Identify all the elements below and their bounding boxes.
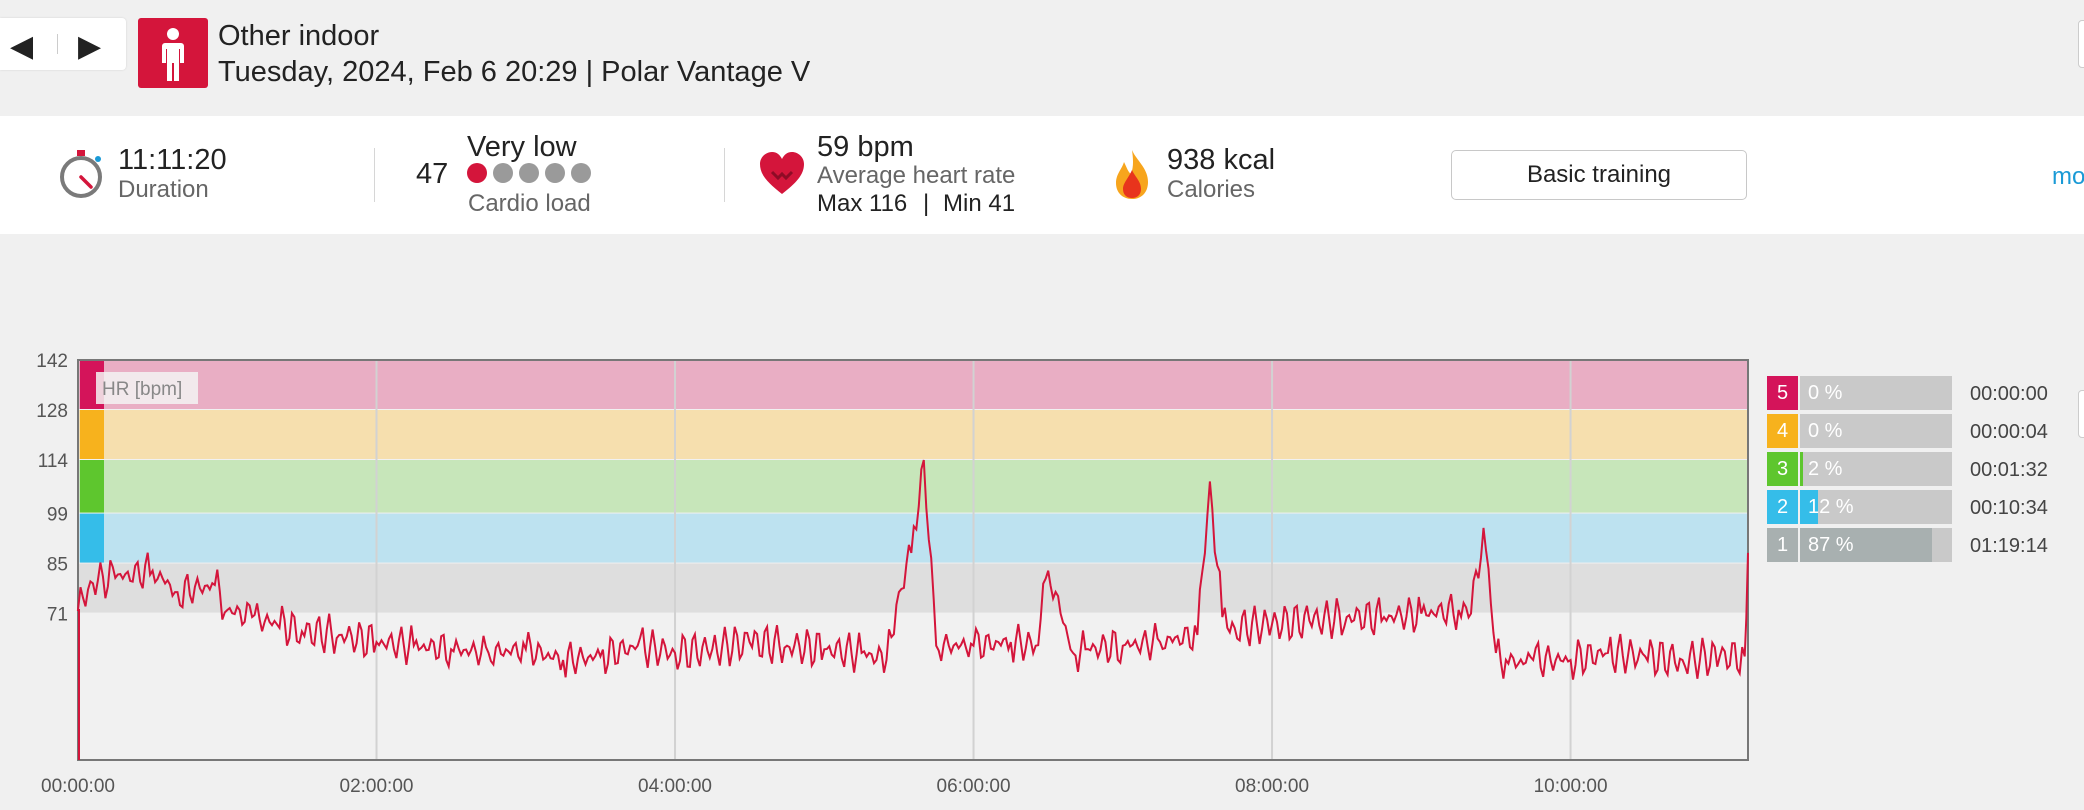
zone-time: 00:10:34 <box>1970 497 2048 519</box>
flame-icon <box>1114 148 1150 205</box>
cardio-load-label: Cardio load <box>468 190 591 217</box>
cardio-dot-active <box>467 163 487 183</box>
chart-title-background <box>96 372 198 404</box>
person-icon <box>138 18 208 88</box>
divider <box>374 148 375 202</box>
zone-marker-4 <box>80 410 104 459</box>
zone-row-2: 2 12 % <box>1767 490 1952 524</box>
workout-title: Other indoor <box>218 20 380 52</box>
zone-time: 00:00:04 <box>1970 421 2048 443</box>
y-tick-label: 142 <box>36 351 68 372</box>
zone-marker-2 <box>80 513 104 563</box>
zone-row-1: 1 87 % <box>1767 528 1952 562</box>
y-tick-label: 85 <box>47 555 68 576</box>
x-tick-label: 08:00:00 <box>1235 776 1309 797</box>
cardio-dot <box>571 163 591 183</box>
max-heart-rate: Max 116 <box>817 190 908 217</box>
zone-percentage: 87 % <box>1808 534 1854 556</box>
x-tick-label: 10:00:00 <box>1534 776 1608 797</box>
zone-percentage: 12 % <box>1808 496 1854 518</box>
x-tick-label: 00:00:00 <box>41 776 115 797</box>
cardio-load-level: Very low <box>467 131 577 163</box>
y-tick-label: 99 <box>47 505 68 526</box>
next-arrow-icon[interactable]: ▶ <box>78 30 102 63</box>
zone-band-1 <box>78 563 1748 613</box>
zone-number: 5 <box>1767 376 1798 410</box>
zone-bar-fill <box>1800 490 1819 524</box>
heart-rate-chart: 142 128 114 99 85 71 00:00:00 02:00:00 04:00:00… <box>36 351 1749 797</box>
divider <box>724 148 725 202</box>
previous-arrow-icon[interactable]: ◀ <box>10 30 34 63</box>
cardio-dot <box>545 163 565 183</box>
zone-time: 00:00:00 <box>1970 383 2048 405</box>
heart-rate-separator: | <box>923 190 930 217</box>
summary-band <box>0 116 2084 234</box>
calories-label: Calories <box>1167 176 1256 203</box>
edge-control[interactable] <box>2078 390 2084 438</box>
calories-value: 938 kcal <box>1167 144 1276 176</box>
duration-label: Duration <box>118 176 209 203</box>
cardio-load-score: 47 <box>416 158 449 190</box>
zone-band-4 <box>78 410 1748 459</box>
zone-bar-fill <box>1800 528 1933 562</box>
x-tick-label: 06:00:00 <box>937 776 1011 797</box>
zone-bar: 0 % <box>1800 414 1952 448</box>
cardio-dot <box>519 163 539 183</box>
heart-icon <box>758 150 806 201</box>
duration-value: 11:11:20 <box>118 144 227 176</box>
zone-percentage: 0 % <box>1808 420 1843 442</box>
zone-number: 3 <box>1767 452 1798 486</box>
zone-bar: 87 % <box>1800 528 1952 562</box>
zone-number: 2 <box>1767 490 1798 524</box>
workout-subtitle: Tuesday, 2024, Feb 6 20:29 | Polar Vanta… <box>218 56 811 88</box>
zone-number: 1 <box>1767 528 1798 562</box>
zone-row-5: 5 0 % <box>1767 376 1952 410</box>
y-tick-label: 128 <box>36 401 68 422</box>
avg-heart-rate-label: Average heart rate <box>817 162 1016 189</box>
zone-time: 01:19:14 <box>1970 535 2048 557</box>
chart-title: HR [bpm] <box>102 379 182 400</box>
zone-number: 4 <box>1767 414 1798 448</box>
more-link[interactable]: mo <box>2052 163 2084 190</box>
zone-bar: 12 % <box>1800 490 1952 524</box>
nav-divider <box>57 34 58 54</box>
heart-rate-series-line <box>76 459 1749 760</box>
zone-bar: 0 % <box>1800 376 1952 410</box>
x-tick-label: 02:00:00 <box>340 776 414 797</box>
zone-percentage: 2 % <box>1808 458 1843 480</box>
training-benefit-button[interactable]: Basic training <box>1451 150 1747 200</box>
y-tick-label: 71 <box>47 605 68 626</box>
workout-navigation: ◀ ▶ <box>0 18 126 70</box>
zone-bar: 2 % <box>1800 452 1952 486</box>
y-tick-label: 114 <box>38 451 69 472</box>
zone-marker-3 <box>80 460 104 513</box>
min-heart-rate: Min 41 <box>943 190 1016 217</box>
cardio-dot <box>493 163 513 183</box>
zone-bar-fill <box>1800 452 1804 486</box>
x-tick-label: 04:00:00 <box>638 776 712 797</box>
avg-heart-rate-value: 59 bpm <box>817 131 914 163</box>
stopwatch-icon <box>58 148 106 205</box>
zone-band-5 <box>78 360 1748 409</box>
zone-time: 00:01:32 <box>1970 459 2048 481</box>
zone-row-4: 4 0 % <box>1767 414 1952 448</box>
zone-row-3: 3 2 % <box>1767 452 1952 486</box>
zone-percentage: 0 % <box>1808 382 1843 404</box>
zone-band-3 <box>78 460 1748 513</box>
edge-control[interactable] <box>2078 20 2084 68</box>
